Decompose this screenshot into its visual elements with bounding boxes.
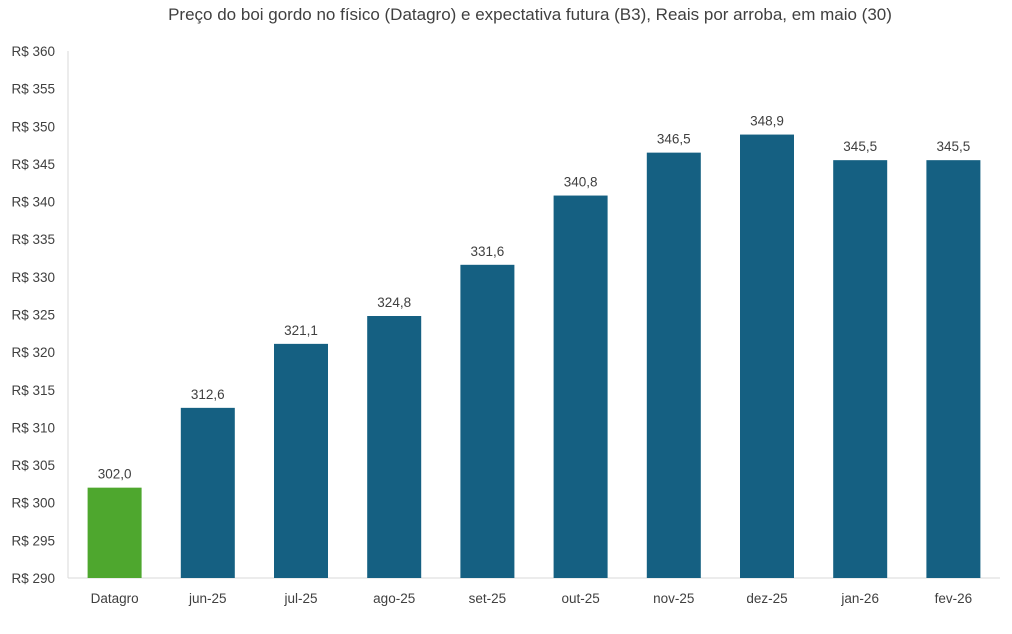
data-label: 324,8 <box>377 295 411 310</box>
chart-title: Preço do boi gordo no físico (Datagro) e… <box>168 5 892 24</box>
data-label: 321,1 <box>284 323 318 338</box>
y-tick-label: R$ 325 <box>11 308 55 323</box>
data-label: 345,5 <box>937 139 971 154</box>
data-label: 340,8 <box>564 175 598 190</box>
y-tick-label: R$ 330 <box>11 270 55 285</box>
y-tick-label: R$ 350 <box>11 119 55 134</box>
y-tick-label: R$ 340 <box>11 195 55 210</box>
data-label: 346,5 <box>657 132 691 147</box>
bar-ago-25 <box>367 316 422 578</box>
y-tick-label: R$ 305 <box>11 458 55 473</box>
data-label: 302,0 <box>98 467 132 482</box>
data-label: 345,5 <box>843 139 877 154</box>
bar-nov-25 <box>646 152 701 578</box>
bar-set-25 <box>460 264 515 578</box>
bar-jun-25 <box>180 407 235 578</box>
data-label: 312,6 <box>191 387 225 402</box>
y-tick-label: R$ 320 <box>11 345 55 360</box>
x-tick-label: set-25 <box>469 591 507 606</box>
x-axis: Datagro jun-25 jul-25 ago-25 set-25 out-25 nov… <box>68 577 1000 606</box>
x-tick-label: dez-25 <box>746 591 787 606</box>
bars-group <box>87 134 981 578</box>
y-tick-label: R$ 360 <box>11 44 55 59</box>
y-tick-label: R$ 290 <box>11 571 55 586</box>
x-tick-label: ago-25 <box>373 591 415 606</box>
bar-datagro <box>87 487 142 578</box>
y-tick-label: R$ 300 <box>11 496 55 511</box>
x-tick-label: jan-26 <box>840 591 879 606</box>
y-tick-label: R$ 335 <box>11 232 55 247</box>
y-tick-label: R$ 345 <box>11 157 55 172</box>
bar-fev-26 <box>926 160 981 578</box>
x-tick-label: jun-25 <box>188 591 227 606</box>
x-tick-label: Datagro <box>91 591 139 606</box>
data-label: 348,9 <box>750 114 784 129</box>
y-tick-label: R$ 295 <box>11 533 55 548</box>
bar-jul-25 <box>274 343 328 578</box>
x-tick-label: out-25 <box>561 591 599 606</box>
x-tick-label: nov-25 <box>653 591 694 606</box>
x-tick-label: fev-26 <box>935 591 973 606</box>
data-labels-group: 302,0 312,6 321,1 324,8 331,6 340,8 346,5 348,9… <box>98 114 971 482</box>
data-label: 331,6 <box>471 244 505 259</box>
bar-dez-25 <box>740 134 794 578</box>
y-tick-label: R$ 355 <box>11 82 55 97</box>
x-tick-label: jul-25 <box>283 591 317 606</box>
y-tick-label: R$ 315 <box>11 383 55 398</box>
bar-out-25 <box>553 195 608 578</box>
y-tick-label: R$ 310 <box>11 420 55 435</box>
y-axis: R$ 290 R$ 295 R$ 300 R$ 305 R$ 310 R$ 315 R$ 3… <box>11 44 69 586</box>
bar-jan-26 <box>833 160 888 578</box>
